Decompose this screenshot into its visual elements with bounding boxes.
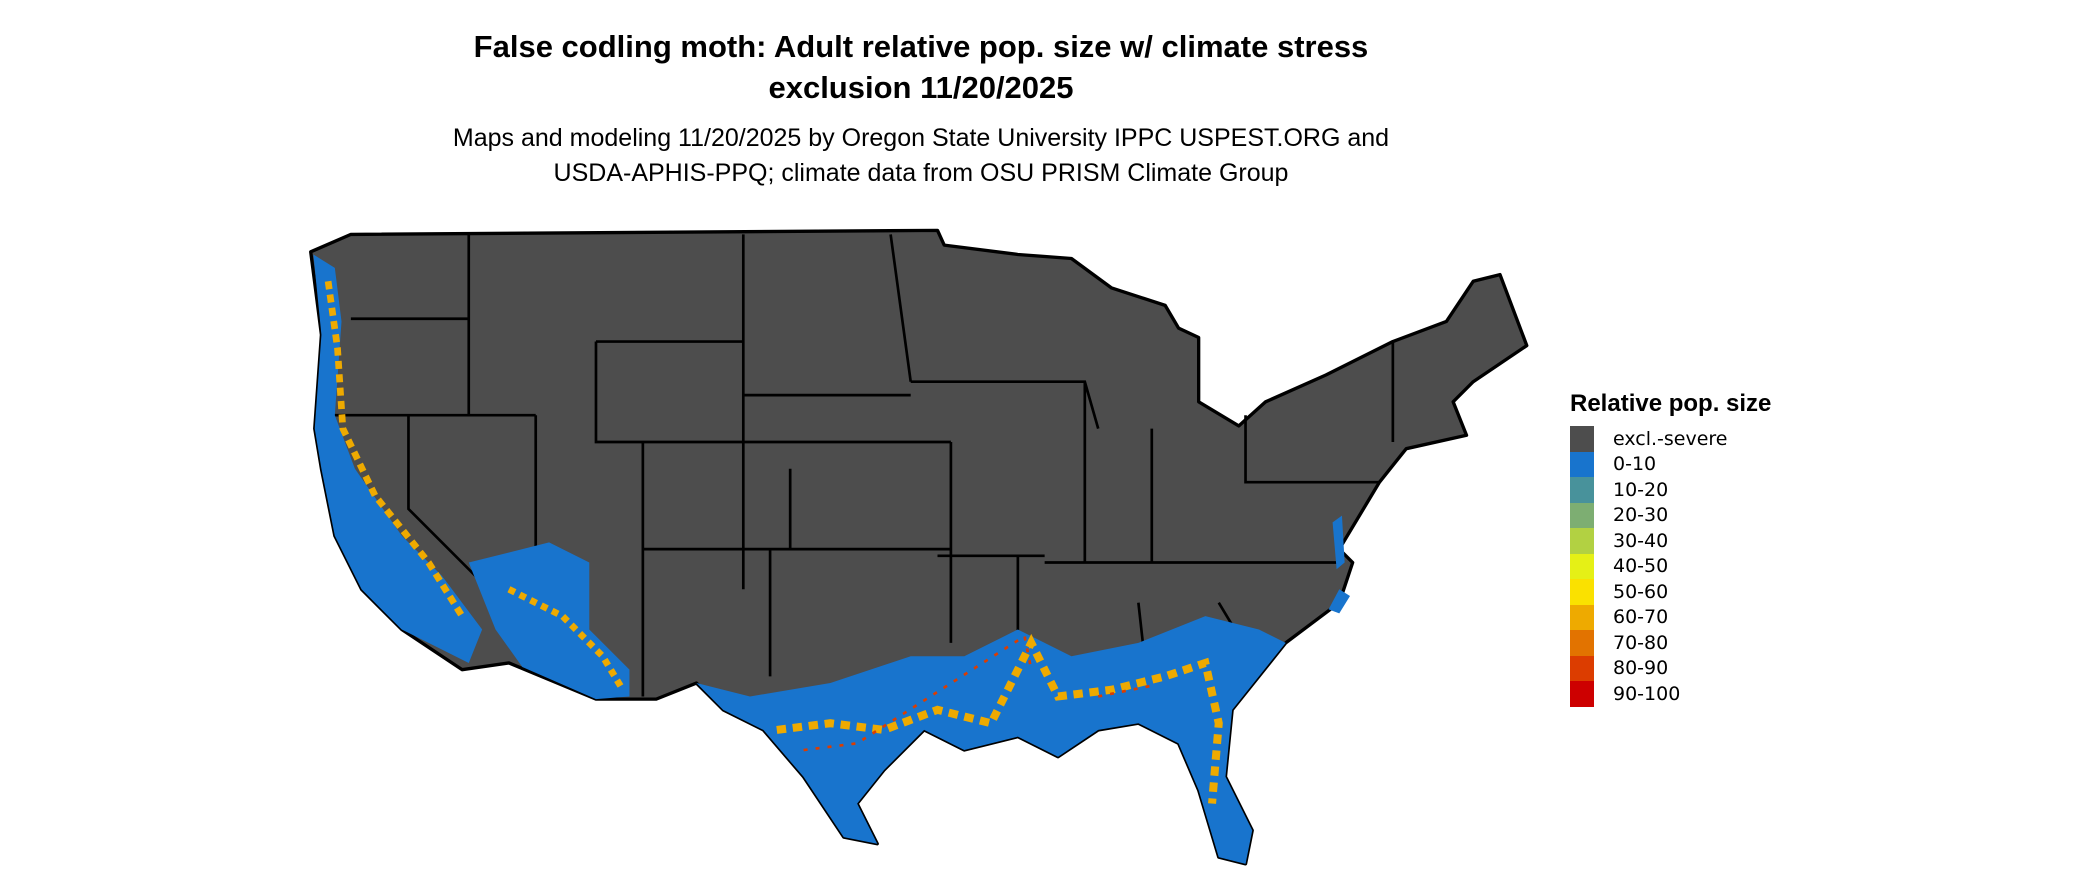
legend-swatch	[1570, 681, 1594, 707]
legend-item: 50-60	[1570, 579, 1771, 605]
legend-label: 10-20	[1613, 478, 1669, 501]
legend-label: 90-100	[1613, 682, 1681, 705]
zone-southwest	[468, 542, 630, 700]
legend-item: excl.-severe	[1570, 426, 1771, 452]
map-title-line2: exclusion 11/20/2025	[768, 70, 1074, 105]
zone-atlantic-coast	[1328, 515, 1350, 614]
legend-swatch	[1570, 426, 1594, 452]
legend-swatch	[1570, 451, 1594, 477]
conus-landmass	[309, 228, 1529, 866]
zone-gulf-coast	[696, 616, 1286, 864]
legend-label: 60-70	[1613, 606, 1669, 629]
legend-item: 0-10	[1570, 451, 1771, 477]
legend-label: 0-10	[1613, 453, 1657, 476]
legend-swatch	[1570, 655, 1594, 681]
zone-southwest-hot	[507, 586, 626, 692]
legend-item: 60-70	[1570, 604, 1771, 630]
legend-swatch	[1570, 579, 1594, 605]
legend-swatch	[1570, 630, 1594, 656]
legend-item: 10-20	[1570, 477, 1771, 503]
legend-label: 20-30	[1613, 504, 1669, 527]
legend-item: 90-100	[1570, 681, 1771, 707]
subtitle-line2: USDA-APHIS-PPQ; climate data from OSU PR…	[553, 159, 1289, 187]
legend-swatch	[1570, 502, 1594, 528]
legend-swatch	[1570, 477, 1594, 503]
legend-swatch	[1570, 604, 1594, 630]
legend-label: 30-40	[1613, 529, 1669, 552]
legend-title: Relative pop. size	[1570, 390, 1772, 417]
subtitle-line1: Maps and modeling 11/20/2025 by Oregon S…	[452, 124, 1390, 152]
zone-gulf-hot	[776, 633, 1223, 804]
zone-west-coast	[313, 254, 483, 663]
legend-label: 50-60	[1613, 580, 1669, 603]
map-title-line1: False codling moth: Adult relative pop. …	[473, 29, 1369, 64]
legend-item: 20-30	[1570, 502, 1771, 528]
zone-gulf-hotter	[803, 633, 1153, 752]
legend-label: excl.-severe	[1613, 427, 1728, 450]
legend-label: 40-50	[1613, 555, 1669, 578]
legend-item: 30-40	[1570, 528, 1771, 554]
zone-west-coast-hot	[324, 280, 465, 618]
legend-item: 80-90	[1570, 655, 1771, 681]
legend-swatch	[1570, 528, 1594, 554]
legend-label: 70-80	[1613, 631, 1669, 654]
legend-item: 40-50	[1570, 553, 1771, 579]
legend: Relative pop. size excl.-severe 0-10 10-20…	[1570, 390, 1771, 707]
legend-item: 70-80	[1570, 630, 1771, 656]
suitability-zones	[313, 254, 1350, 864]
legend-swatch	[1570, 553, 1594, 579]
legend-label: 80-90	[1613, 657, 1669, 680]
